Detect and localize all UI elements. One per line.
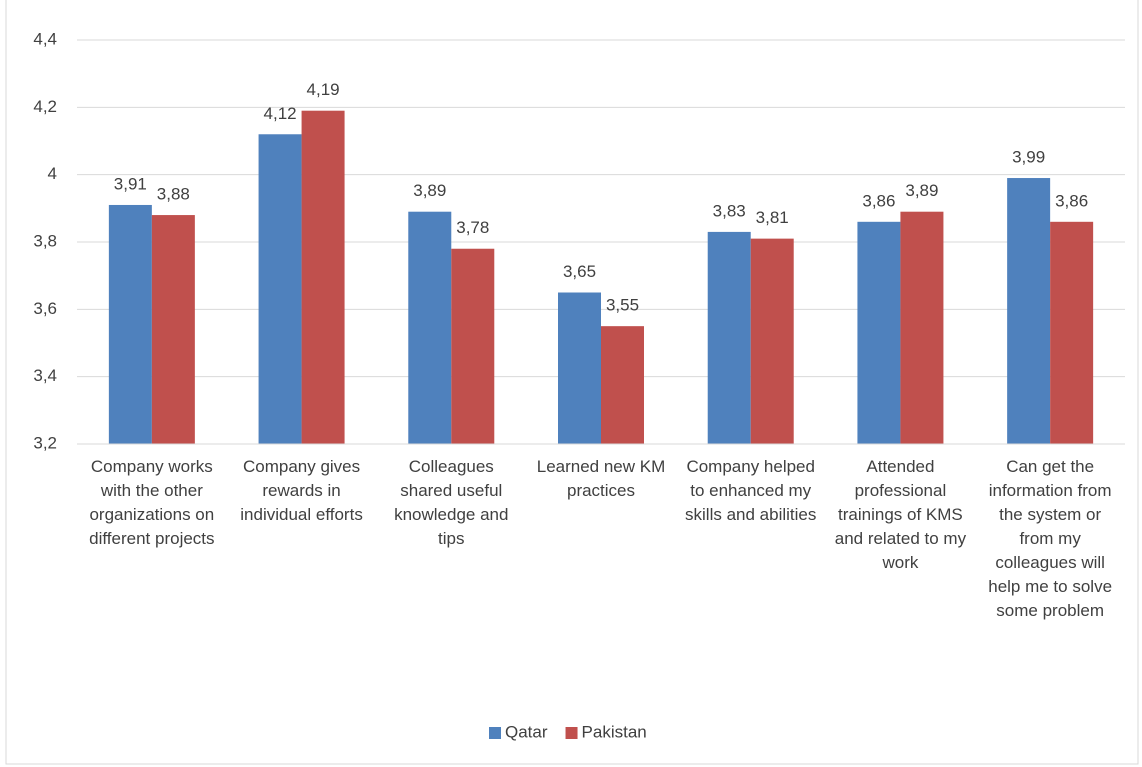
bar — [258, 134, 302, 444]
bar — [301, 110, 345, 444]
legend-swatch — [565, 727, 578, 739]
bar — [108, 204, 152, 444]
x-tick-label: Can get the information from the system … — [988, 457, 1113, 620]
x-tick-label: Company gives rewards in individual effo… — [240, 457, 363, 524]
data-label: 4,19 — [307, 80, 340, 99]
legend-swatch — [489, 727, 501, 739]
data-label: 3,88 — [157, 185, 190, 204]
data-label: 3,78 — [456, 218, 489, 237]
data-label: 3,86 — [1055, 191, 1088, 210]
bar — [857, 221, 901, 444]
data-label: 3,65 — [563, 262, 596, 281]
x-tick-label: Attended professional trainings of KMS a… — [834, 457, 967, 572]
bar — [750, 238, 794, 444]
bar — [601, 326, 644, 444]
y-tick-label: 4 — [48, 164, 57, 183]
y-tick-label: 3,2 — [33, 433, 57, 452]
data-label: 3,55 — [606, 296, 639, 315]
x-tick-label: Company helped to enhanced my skills and… — [685, 457, 817, 524]
y-tick-label: 3,8 — [33, 231, 57, 250]
data-label: 3,89 — [905, 181, 938, 200]
data-label: 3,89 — [413, 181, 446, 200]
chart-frame — [5, 0, 1139, 765]
legend-label: Qatar — [505, 722, 548, 741]
bar — [151, 215, 195, 444]
data-label: 3,81 — [756, 208, 789, 227]
bar — [451, 248, 495, 444]
x-tick-label: Colleagues shared useful knowledge and t… — [394, 457, 509, 548]
y-tick-label: 3,4 — [33, 366, 57, 385]
data-label: 3,99 — [1012, 148, 1045, 167]
y-tick-label: 4,2 — [33, 97, 57, 116]
bar — [707, 231, 751, 444]
y-tick-label: 3,6 — [33, 299, 57, 318]
legend-label: Pakistan — [582, 722, 647, 741]
x-tick-label: Learned new KM practices — [536, 457, 666, 500]
bar — [1050, 221, 1094, 444]
bar — [408, 211, 452, 444]
x-tick-label: Company works with the other organizatio… — [89, 457, 215, 548]
bar — [1007, 178, 1051, 445]
data-label: 3,83 — [713, 201, 746, 220]
data-label: 4,12 — [264, 104, 297, 123]
data-label: 3,86 — [862, 191, 895, 210]
bar — [558, 292, 601, 444]
bar — [900, 211, 944, 444]
data-label: 3,91 — [114, 174, 147, 193]
y-tick-label: 4,4 — [33, 29, 57, 48]
